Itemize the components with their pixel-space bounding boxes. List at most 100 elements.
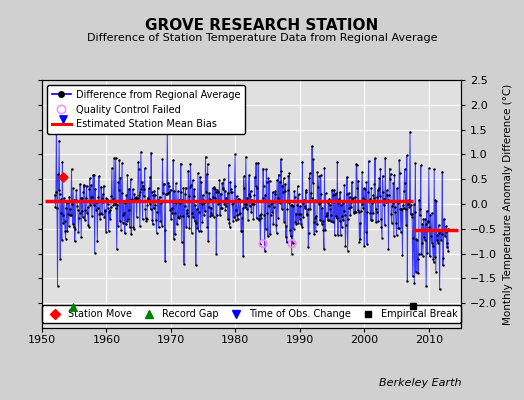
Point [116,174,125,181]
Point [433,236,441,243]
Point [389,200,397,206]
Point [118,160,126,166]
Point [106,216,114,222]
Point [72,187,81,193]
Point [209,194,217,200]
Point [325,202,334,208]
Point [350,210,358,216]
Point [294,191,303,198]
Point [278,182,287,189]
Point [105,207,114,214]
Point [152,217,160,223]
Point [157,200,166,206]
Point [281,181,289,187]
Point [292,210,300,217]
Point [333,159,342,165]
Point [146,174,154,180]
Point [266,212,275,218]
Point [427,233,435,240]
Point [93,199,101,206]
Text: Difference of Station Temperature Data from Regional Average: Difference of Station Temperature Data f… [87,33,437,43]
Point [443,244,451,251]
Point [330,199,338,205]
Point [442,223,450,230]
Point [420,237,429,243]
Point [157,198,165,204]
Point [113,202,122,208]
Point [391,204,399,210]
Point [296,216,304,222]
Point [340,182,348,188]
Point [418,240,426,246]
Point [70,224,78,230]
Point [274,194,282,201]
Point [245,172,253,178]
Point [413,236,421,243]
Point [256,212,264,218]
Point [435,230,443,237]
Point [277,156,285,162]
Point [288,202,297,208]
Point [297,211,305,218]
Point [216,190,225,197]
Point [268,200,276,206]
Point [405,204,413,210]
Point [64,199,72,205]
Point [431,254,439,260]
Point [169,199,177,206]
Point [215,198,223,205]
Point [78,208,86,214]
Point [240,185,248,191]
Point [204,238,212,244]
Point [67,212,75,218]
Point [232,216,240,223]
Point [214,189,222,196]
Point [131,195,139,202]
Point [184,193,193,200]
Point [379,202,388,208]
Point [241,201,249,208]
Point [95,173,103,179]
Point [259,166,267,172]
Point [260,248,269,254]
Point [249,199,257,205]
Point [183,210,191,216]
Point [133,214,141,220]
Point [292,221,301,227]
Point [273,177,281,183]
Point [83,210,91,216]
Point [58,159,67,165]
Point [241,204,249,210]
Point [376,193,384,200]
Point [396,169,404,176]
Point [58,237,66,243]
Point [396,206,405,212]
Point [88,213,96,219]
Point [91,250,99,256]
Point [351,193,359,200]
Point [193,206,201,212]
Point [409,234,418,241]
Point [53,205,61,212]
Point [298,223,306,230]
Point [334,232,342,238]
Point [422,283,430,289]
Point [297,220,305,227]
Point [219,185,227,192]
Point [357,208,365,214]
Point [123,218,131,224]
Point [252,183,260,189]
Point [347,204,356,210]
Point [210,214,218,220]
Point [255,216,263,222]
Point [387,210,396,217]
Point [336,232,345,238]
Point [222,195,230,201]
Point [54,171,62,178]
Point [62,205,70,212]
Point [385,165,394,172]
Point [366,217,375,223]
Point [324,200,332,206]
Point [52,114,61,120]
Point [79,214,87,220]
